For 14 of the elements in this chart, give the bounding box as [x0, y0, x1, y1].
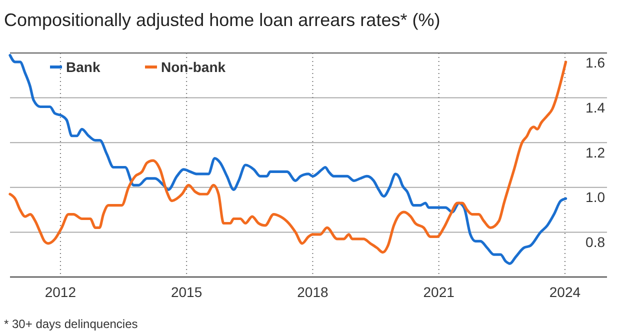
x-tick-label: 2024	[549, 284, 581, 300]
text: * 30+ days delinquencies	[4, 317, 138, 331]
legend-label: Bank	[66, 58, 100, 75]
x-tick-label: 2018	[297, 284, 328, 300]
y-tick-label: 1.2	[586, 144, 606, 160]
x-tick-label: 2015	[171, 284, 202, 300]
y-tick-label: 1.0	[586, 189, 606, 206]
x-tick-label: 2021	[423, 284, 455, 300]
legend-label: Non-bank	[161, 58, 226, 75]
y-tick-label: 1.6	[586, 54, 606, 71]
y-tick-label: 1.4	[586, 100, 606, 116]
y-tick-label: 0.8	[586, 234, 606, 250]
chart-title: Compositionally adjusted home loan arrears rates* (%)	[4, 10, 440, 30]
x-tick-label: 2012	[44, 284, 76, 300]
